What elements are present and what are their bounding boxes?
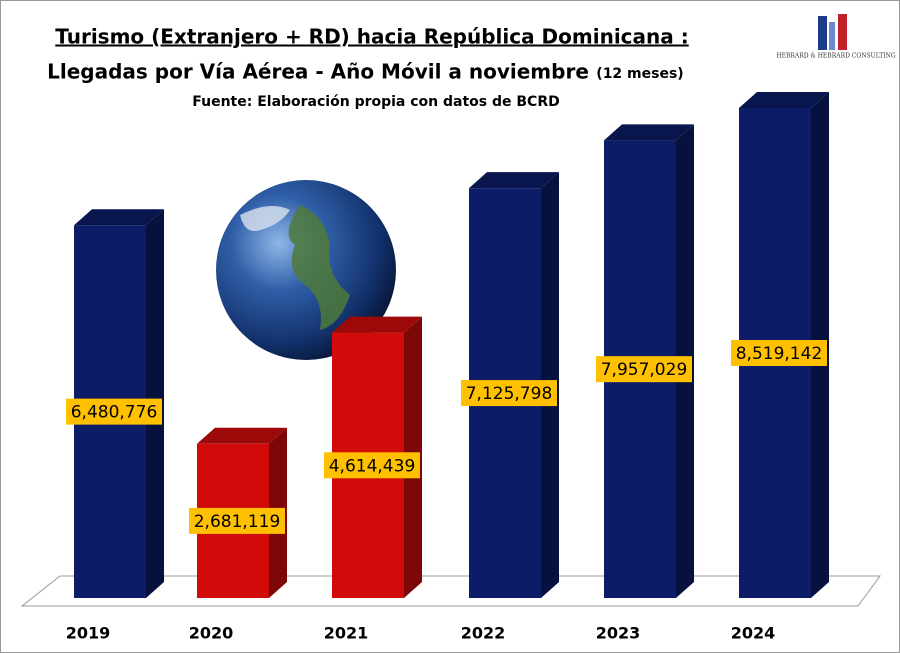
logo-bar	[829, 22, 835, 50]
value-label: 4,614,439	[329, 456, 416, 476]
bar-top	[197, 427, 287, 444]
value-label: 2,681,119	[194, 512, 281, 532]
globe	[216, 180, 396, 360]
value-label: 6,480,776	[71, 403, 158, 423]
value-label: 8,519,142	[736, 344, 823, 364]
bar-top	[739, 92, 829, 108]
value-label-box	[324, 452, 420, 479]
value-label-box	[731, 340, 827, 366]
chart-subtitle: Llegadas por Vía Aérea - Año Móvil a nov…	[47, 60, 589, 84]
x-tick-label: 2024	[731, 624, 776, 643]
chart-subtitle-note: (12 meses)	[596, 66, 683, 82]
value-label: 7,125,798	[466, 384, 553, 404]
x-tick-label: 2021	[324, 624, 369, 643]
bar-top	[74, 209, 164, 226]
bar-top	[469, 172, 559, 189]
value-label-box	[66, 398, 162, 425]
logo: HEBRARD & HEBRARD CONSULTING	[776, 14, 896, 60]
logo-bar	[838, 14, 847, 50]
value-label: 7,957,029	[601, 360, 688, 380]
x-tick-label: 2019	[66, 624, 111, 643]
value-label-box	[596, 356, 692, 383]
value-label-box	[461, 380, 557, 407]
x-tick-label: 2023	[596, 624, 641, 643]
logo-bar	[818, 16, 827, 50]
logo-text: HEBRARD & HEBRARD CONSULTING	[776, 53, 896, 60]
value-label-box	[189, 507, 285, 534]
bar-top	[332, 316, 422, 333]
x-tick-label: 2022	[461, 624, 506, 643]
chart-title: Turismo (Extranjero + RD) hacia Repúblic…	[55, 25, 688, 49]
source-note: Fuente: Elaboración propia con datos de …	[192, 94, 559, 110]
globe-cloud	[240, 206, 290, 231]
x-tick-label: 2020	[189, 624, 234, 643]
bar-top	[604, 124, 694, 141]
globe-land	[288, 205, 350, 330]
